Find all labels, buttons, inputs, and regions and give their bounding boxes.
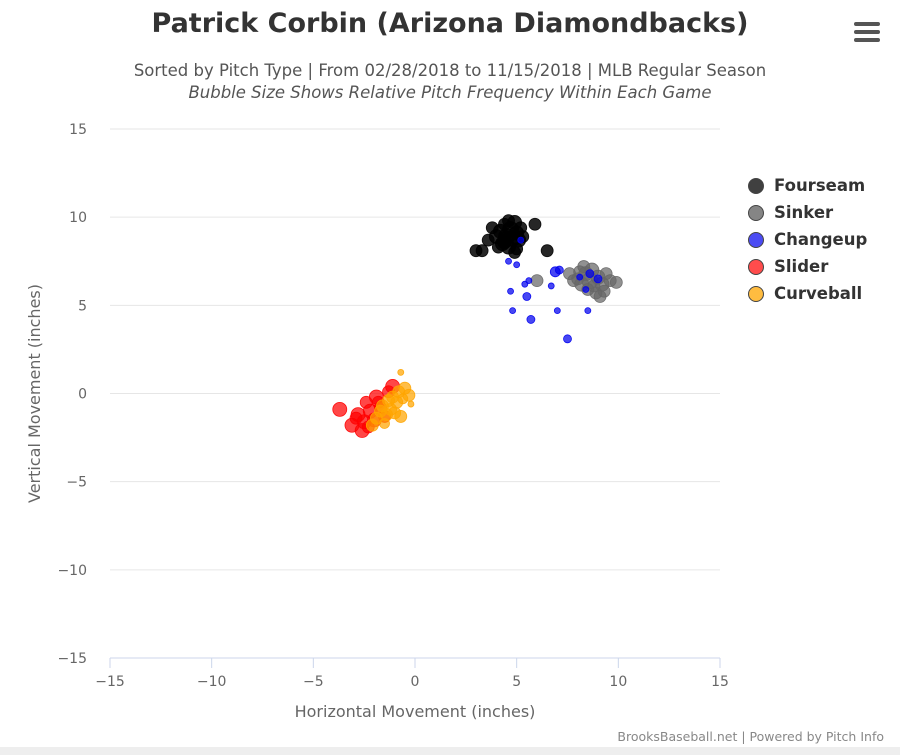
data-point-curveball[interactable] [402,388,416,402]
x-tick-label: 15 [711,674,729,690]
legend-label: Curveball [774,284,863,303]
legend-item-sinker[interactable]: Sinker [748,199,867,226]
x-tick-label: 0 [411,674,420,690]
y-tick-label: 5 [78,298,87,314]
data-point-changeup[interactable] [526,315,536,324]
data-point-changeup[interactable] [554,265,564,275]
legend-marker [748,258,764,275]
data-point-changeup[interactable] [553,307,561,315]
data-point-changeup[interactable] [563,334,572,344]
x-tick-label: −5 [303,674,324,690]
data-point-sinker[interactable] [593,290,607,303]
chart-subtitle-italic: Bubble Size Shows Relative Pitch Frequen… [188,83,712,102]
data-point-changeup[interactable] [505,257,512,265]
x-axis-title: Horizontal Movement (inches) [295,702,536,721]
bottom-scrollbar-track [0,747,900,755]
legend-label: Slider [774,257,829,276]
data-point-slider[interactable] [349,411,363,425]
data-point-fourseam[interactable] [491,240,505,254]
data-point-changeup[interactable] [517,236,525,244]
legend-label: Fourseam [774,176,866,195]
menu-bar [854,38,880,42]
legend: Fourseam Sinker Changeup Slider Curvebal… [748,172,867,307]
legend-label: Changeup [774,230,868,249]
data-point-sinker[interactable] [609,276,623,289]
data-point-changeup[interactable] [522,292,532,301]
legend-item-changeup[interactable]: Changeup [748,226,867,253]
legend-item-slider[interactable]: Slider [748,253,867,280]
data-point-fourseam[interactable] [502,214,515,228]
data-point-fourseam[interactable] [540,244,554,258]
y-tick-label: 10 [69,210,87,226]
data-point-slider[interactable] [332,401,348,417]
data-point-changeup[interactable] [513,261,521,269]
x-tick-label: −10 [197,674,227,690]
legend-marker [748,204,764,221]
data-point-changeup[interactable] [585,269,595,278]
data-point-changeup[interactable] [593,274,603,284]
data-point-curveball[interactable] [407,400,415,408]
data-point-sinker[interactable] [530,274,544,288]
series-changeup [505,236,603,344]
data-point-changeup[interactable] [584,307,592,315]
data-point-changeup[interactable] [547,282,555,290]
data-point-changeup[interactable] [576,273,584,281]
chart-title: Patrick Corbin (Arizona Diamondbacks) [151,8,749,39]
y-tick-label: 0 [78,387,87,403]
data-point-changeup[interactable] [525,277,533,285]
menu-bar [854,22,880,26]
y-tick-label: 15 [69,122,87,138]
series-sinker [530,260,623,303]
legend-marker [748,231,764,248]
series-fourseam [469,214,554,259]
series-curveball [365,368,416,432]
y-tick-label: −15 [57,651,87,667]
legend-item-curveball[interactable]: Curveball [748,280,867,307]
data-point-changeup[interactable] [509,307,516,315]
y-axis-title: Vertical Movement (inches) [25,284,44,503]
legend-marker [748,177,764,194]
data-point-curveball[interactable] [394,410,408,423]
chart-subtitle: Sorted by Pitch Type | From 02/28/2018 t… [133,61,767,80]
x-tick-label: 5 [512,674,521,690]
legend-marker [748,285,764,302]
data-point-fourseam[interactable] [475,244,489,258]
y-tick-label: −10 [57,563,87,579]
x-tick-label: 10 [609,674,627,690]
data-point-changeup[interactable] [507,287,514,295]
legend-label: Sinker [774,203,834,222]
y-tick-label: −5 [66,475,87,491]
data-point-curveball[interactable] [397,368,405,376]
menu-bar [854,30,880,34]
data-point-fourseam[interactable] [508,246,522,259]
data-point-curveball[interactable] [379,418,390,429]
legend-item-fourseam[interactable]: Fourseam [748,172,867,199]
credits-link[interactable]: BrooksBaseball.net | Powered by Pitch In… [617,729,884,744]
data-point-changeup[interactable] [582,286,590,293]
data-point-fourseam[interactable] [528,217,542,231]
hamburger-menu-icon[interactable] [850,18,884,46]
x-tick-label: −15 [95,674,125,690]
